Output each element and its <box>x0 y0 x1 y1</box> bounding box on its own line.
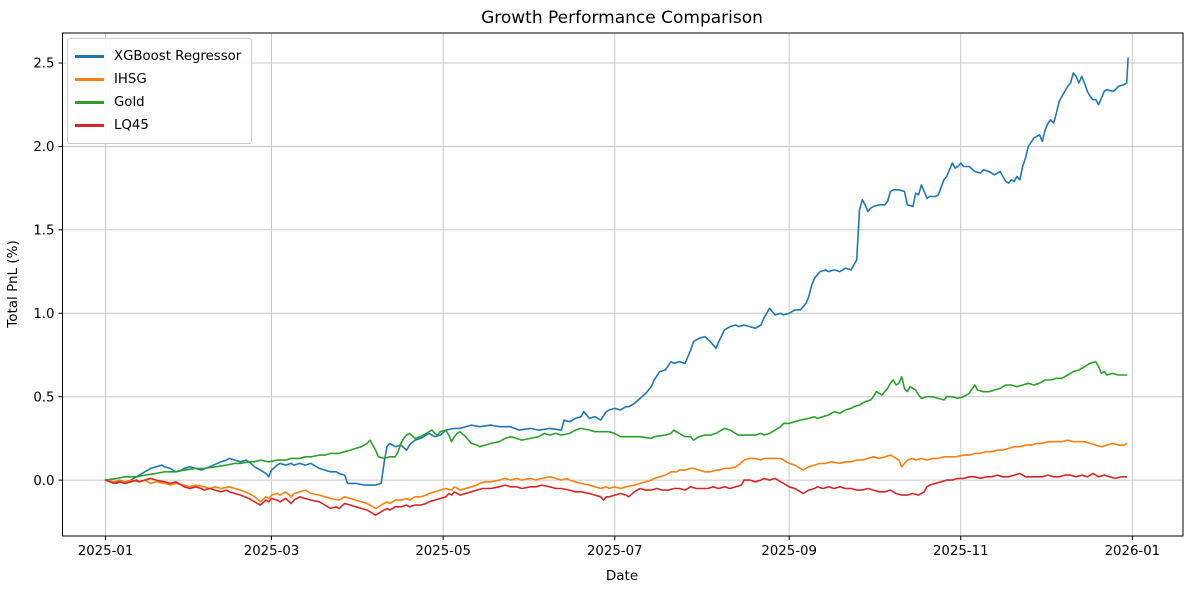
y-tick-label: 1.0 <box>33 307 54 322</box>
y-tick-label: 1.5 <box>33 224 54 239</box>
legend-line-swatch <box>75 101 104 104</box>
legend-item: IHSG <box>75 68 241 91</box>
legend-label: Gold <box>114 94 145 110</box>
x-tick-label: 2025-09 <box>761 544 817 559</box>
x-tick-label: 2025-05 <box>415 544 471 559</box>
y-tick-label: 0.0 <box>33 474 54 489</box>
x-tick-label: 2025-11 <box>933 544 989 559</box>
legend-item: XGBoost Regressor <box>75 45 241 68</box>
series-line-xgboost-regressor <box>104 57 1129 486</box>
y-tick-label: 0.5 <box>33 390 54 405</box>
series-line-ihsg <box>104 439 1128 510</box>
y-tick-label: 2.0 <box>33 140 54 155</box>
plot-border <box>62 32 1184 537</box>
x-tick-label: 2025-03 <box>244 544 300 559</box>
series-line-lq45 <box>104 472 1128 516</box>
x-tick-label: 2025-01 <box>78 544 134 559</box>
legend-line-swatch <box>75 55 104 58</box>
legend-label: IHSG <box>114 71 147 87</box>
series-line-gold <box>104 360 1128 481</box>
legend-item: Gold <box>75 91 241 114</box>
y-tick-label: 2.5 <box>33 57 54 72</box>
x-axis-label: Date <box>606 568 638 584</box>
legend: XGBoost Regressor IHSG Gold LQ45 <box>67 38 253 144</box>
legend-line-swatch <box>75 124 104 127</box>
x-tick-label: 2025-07 <box>587 544 643 559</box>
chart-layer: 2025-01 2025-03 2025-05 2025-07 2025-09 2025-… <box>33 32 1184 559</box>
chart-title: Growth Performance Comparison <box>481 8 763 28</box>
y-axis-label: Total PnL (%) <box>5 240 21 328</box>
legend-label: XGBoost Regressor <box>114 48 242 64</box>
x-tick-label: 2026-01 <box>1105 544 1161 559</box>
legend-item: LQ45 <box>75 114 241 137</box>
legend-label: LQ45 <box>114 117 149 133</box>
legend-line-swatch <box>75 78 104 81</box>
